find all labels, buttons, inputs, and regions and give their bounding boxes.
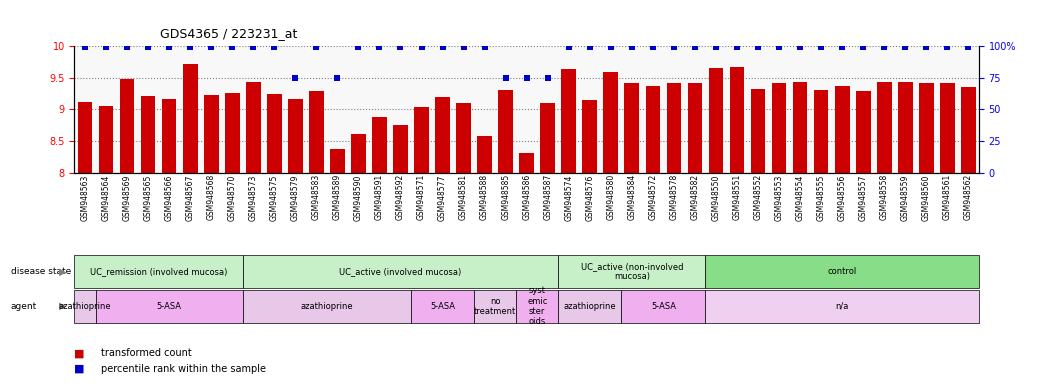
Bar — [225, 93, 239, 173]
Text: azathioprine: azathioprine — [300, 302, 353, 311]
Bar — [309, 91, 323, 173]
Bar — [267, 94, 282, 173]
Text: disease state: disease state — [11, 267, 71, 276]
Bar — [288, 99, 302, 173]
Text: 5-ASA: 5-ASA — [156, 302, 182, 311]
Bar — [435, 98, 450, 173]
Bar — [793, 82, 808, 173]
Text: no
treatment: no treatment — [473, 296, 516, 316]
Bar — [687, 83, 702, 173]
Bar — [646, 86, 661, 173]
Bar — [919, 83, 934, 173]
Bar — [771, 83, 786, 173]
Text: UC_active (non-involved
mucosa): UC_active (non-involved mucosa) — [581, 262, 683, 281]
Text: UC_remission (involved mucosa): UC_remission (involved mucosa) — [90, 267, 228, 276]
Text: n/a: n/a — [835, 302, 849, 311]
Bar — [498, 90, 513, 173]
Bar — [666, 83, 681, 173]
Bar — [730, 67, 745, 173]
Bar — [162, 99, 177, 173]
Bar — [562, 69, 576, 173]
Bar — [456, 103, 471, 173]
Text: azathioprine: azathioprine — [564, 302, 616, 311]
Bar — [204, 95, 218, 173]
Text: syst
emic
ster
oids: syst emic ster oids — [527, 286, 547, 326]
Text: GDS4365 / 223231_at: GDS4365 / 223231_at — [160, 27, 297, 40]
Bar — [835, 86, 849, 173]
Text: UC_active (involved mucosa): UC_active (involved mucosa) — [339, 267, 462, 276]
Text: ▶: ▶ — [59, 301, 66, 311]
Bar — [625, 83, 639, 173]
Bar — [183, 65, 198, 173]
Bar — [78, 102, 93, 173]
Bar — [855, 91, 870, 173]
Text: 5-ASA: 5-ASA — [651, 302, 676, 311]
Bar — [541, 103, 555, 173]
Bar — [330, 149, 345, 173]
Bar — [478, 136, 492, 173]
Bar — [940, 83, 954, 173]
Bar — [99, 106, 114, 173]
Text: agent: agent — [11, 302, 37, 311]
Bar — [119, 79, 134, 173]
Bar — [898, 82, 913, 173]
Bar — [372, 117, 387, 173]
Bar — [877, 81, 892, 173]
Bar — [751, 89, 765, 173]
Bar — [393, 125, 408, 173]
Bar — [603, 72, 618, 173]
Text: control: control — [828, 267, 857, 276]
Text: ■: ■ — [74, 348, 85, 358]
Bar — [140, 96, 155, 173]
Bar — [961, 87, 976, 173]
Bar — [814, 90, 829, 173]
Bar — [582, 100, 597, 173]
Bar — [709, 68, 724, 173]
Bar — [351, 134, 366, 173]
Text: transformed count: transformed count — [101, 348, 192, 358]
Text: 5-ASA: 5-ASA — [430, 302, 455, 311]
Text: percentile rank within the sample: percentile rank within the sample — [101, 364, 266, 374]
Text: ▶: ▶ — [59, 266, 66, 277]
Text: azathioprine: azathioprine — [59, 302, 112, 311]
Bar — [414, 107, 429, 173]
Text: ■: ■ — [74, 364, 85, 374]
Bar — [246, 82, 261, 173]
Bar — [519, 152, 534, 173]
